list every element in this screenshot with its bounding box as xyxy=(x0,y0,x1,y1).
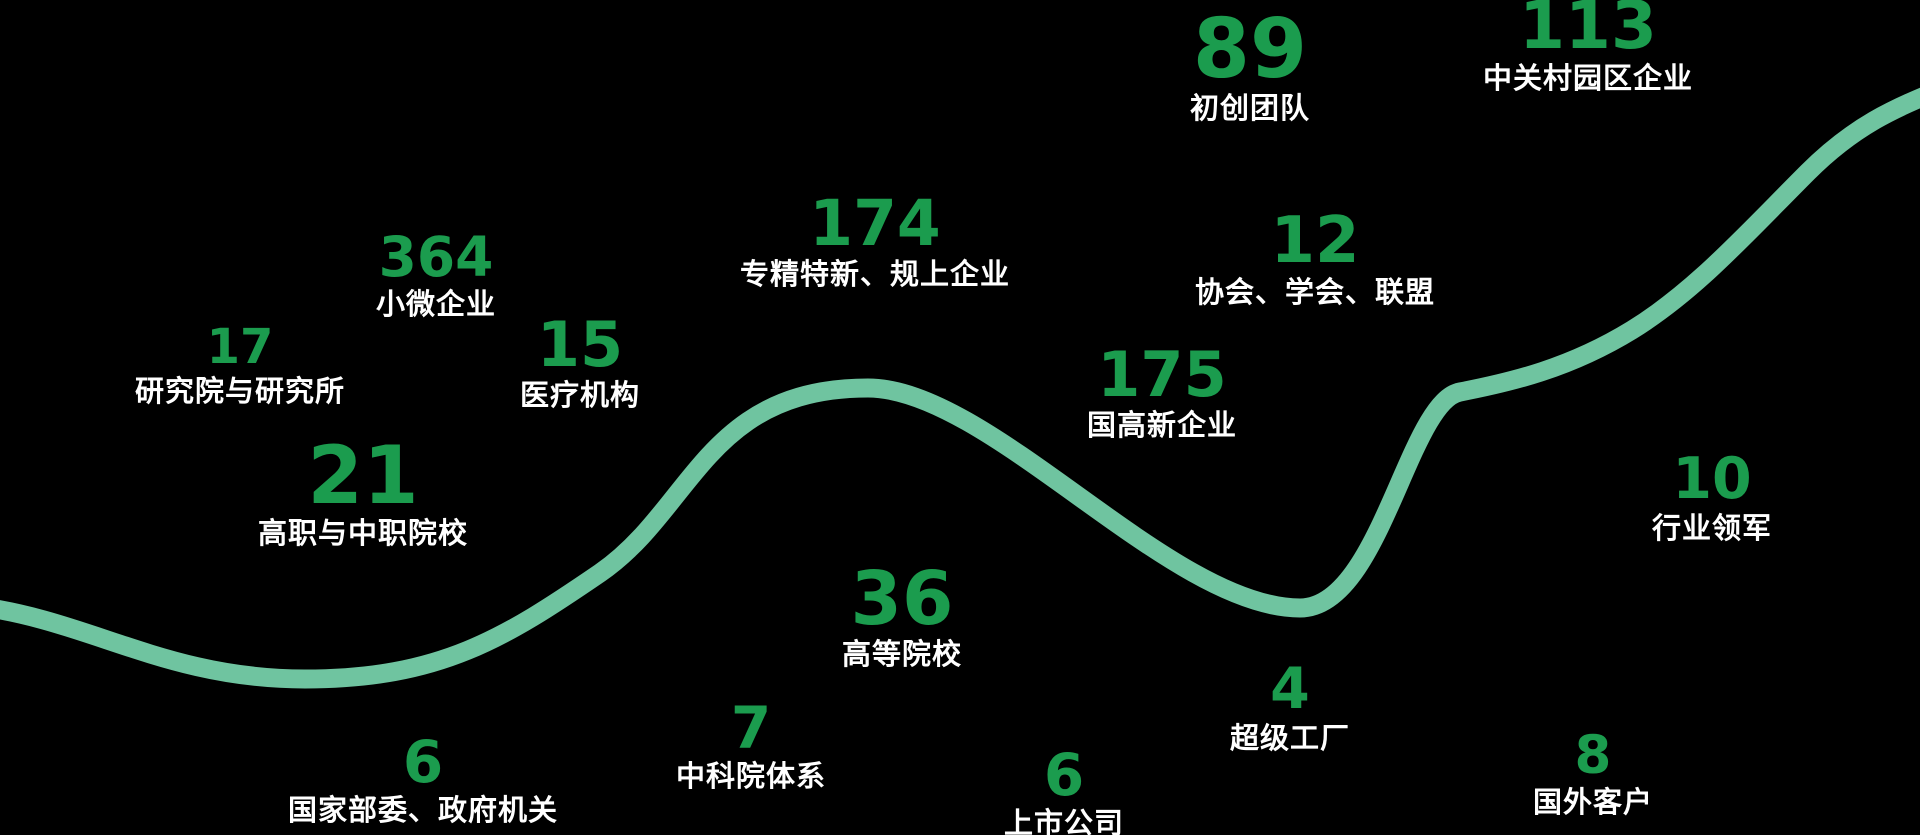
growth-curve xyxy=(0,87,1920,689)
stat-item: 17 研究院与研究所 xyxy=(134,319,346,409)
stat-label: 研究院与研究所 xyxy=(134,374,346,409)
stat-value: 113 xyxy=(1519,0,1657,64)
stat-label: 初创团队 xyxy=(1189,90,1311,125)
stat-item: 4 超级工厂 xyxy=(1229,656,1351,755)
stat-label: 中科院体系 xyxy=(675,759,827,794)
stat-item: 6 国家部委、政府机关 xyxy=(287,728,559,828)
stat-item: 8 国外客户 xyxy=(1532,725,1654,820)
stat-item: 7 中科院体系 xyxy=(675,694,827,794)
stat-value: 7 xyxy=(730,694,772,762)
stat-label: 中关村园区企业 xyxy=(1482,60,1694,95)
stat-label: 医疗机构 xyxy=(519,377,641,412)
stat-label: 协会、学会、联盟 xyxy=(1194,275,1436,310)
stat-label: 行业领军 xyxy=(1651,510,1773,545)
stat-item: 36 高等院校 xyxy=(841,556,963,672)
stat-label: 专精特新、规上企业 xyxy=(739,257,1011,292)
stat-item: 175 国高新企业 xyxy=(1086,338,1238,442)
stat-label: 高职与中职院校 xyxy=(257,516,469,550)
stat-value: 15 xyxy=(536,308,624,381)
stat-label: 上市公司 xyxy=(1003,806,1125,835)
stat-value: 89 xyxy=(1192,2,1308,97)
stat-label: 小微企业 xyxy=(375,287,497,321)
stat-value: 364 xyxy=(378,225,494,289)
stat-value: 4 xyxy=(1270,656,1310,722)
stat-label: 国外客户 xyxy=(1532,785,1654,820)
stat-label: 高等院校 xyxy=(841,637,963,672)
stat-value: 6 xyxy=(402,728,444,796)
stat-label: 国高新企业 xyxy=(1086,407,1238,442)
stat-value: 21 xyxy=(307,429,419,522)
stat-item: 89 初创团队 xyxy=(1189,2,1311,125)
stat-item: 174 专精特新、规上企业 xyxy=(739,187,1011,292)
stat-label: 国家部委、政府机关 xyxy=(287,793,559,828)
stat-value: 175 xyxy=(1097,338,1227,411)
stat-value: 10 xyxy=(1672,446,1752,512)
stat-item: 15 医疗机构 xyxy=(519,308,641,412)
stat-value: 174 xyxy=(809,187,941,260)
stat-item: 364 小微企业 xyxy=(375,225,497,321)
stat-label: 超级工厂 xyxy=(1229,720,1351,755)
stat-value: 12 xyxy=(1270,204,1360,278)
stat-item: 113 中关村园区企业 xyxy=(1483,0,1693,93)
stat-value: 6 xyxy=(1043,741,1085,809)
stat-item: 12 协会、学会、联盟 xyxy=(1194,204,1436,310)
stat-item: 21 高职与中职院校 xyxy=(257,429,469,550)
stat-item: 10 行业领军 xyxy=(1651,446,1773,545)
stat-item: 6 上市公司 xyxy=(1003,741,1125,835)
stat-value: 17 xyxy=(206,319,274,375)
stat-value: 8 xyxy=(1574,725,1612,786)
stat-value: 36 xyxy=(850,556,954,642)
